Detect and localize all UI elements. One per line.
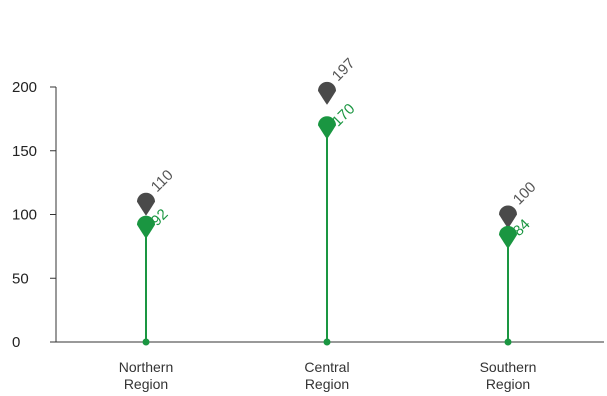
series-2-marker [318, 116, 336, 140]
y-tick-label: 150 [12, 143, 37, 160]
y-tick-label: 50 [12, 270, 29, 287]
series-1-data-label: 110 [148, 167, 177, 196]
category-label: Central Region [304, 359, 349, 392]
lollipop-base-dot [142, 338, 150, 346]
series-1-marker [499, 205, 517, 229]
series-1-marker [137, 192, 155, 216]
lollipop-base-dot [504, 338, 512, 346]
series-1-data-label: 197 [329, 55, 359, 85]
lollipop-base-dot [323, 338, 331, 346]
y-axis-ticks: 0 50 100 150 200 [12, 79, 56, 351]
category-label-line2: Region [305, 376, 349, 392]
series-2-marker [137, 215, 155, 239]
category-label-line1: Northern [119, 359, 173, 375]
y-tick-label: 0 [12, 334, 20, 351]
category-label-line2: Region [124, 376, 168, 392]
y-tick-label: 100 [12, 207, 37, 224]
series-1-data-label: 100 [510, 179, 540, 209]
category-label: Southern Region [480, 359, 537, 392]
category-label-line2: Region [486, 376, 530, 392]
series-1-marker [318, 81, 336, 105]
y-tick-label: 200 [12, 79, 37, 96]
category-label-line1: Central [304, 359, 349, 375]
category-label-line1: Southern [480, 359, 537, 375]
series-2-marker [499, 225, 517, 249]
category-label: Northern Region [119, 359, 173, 392]
